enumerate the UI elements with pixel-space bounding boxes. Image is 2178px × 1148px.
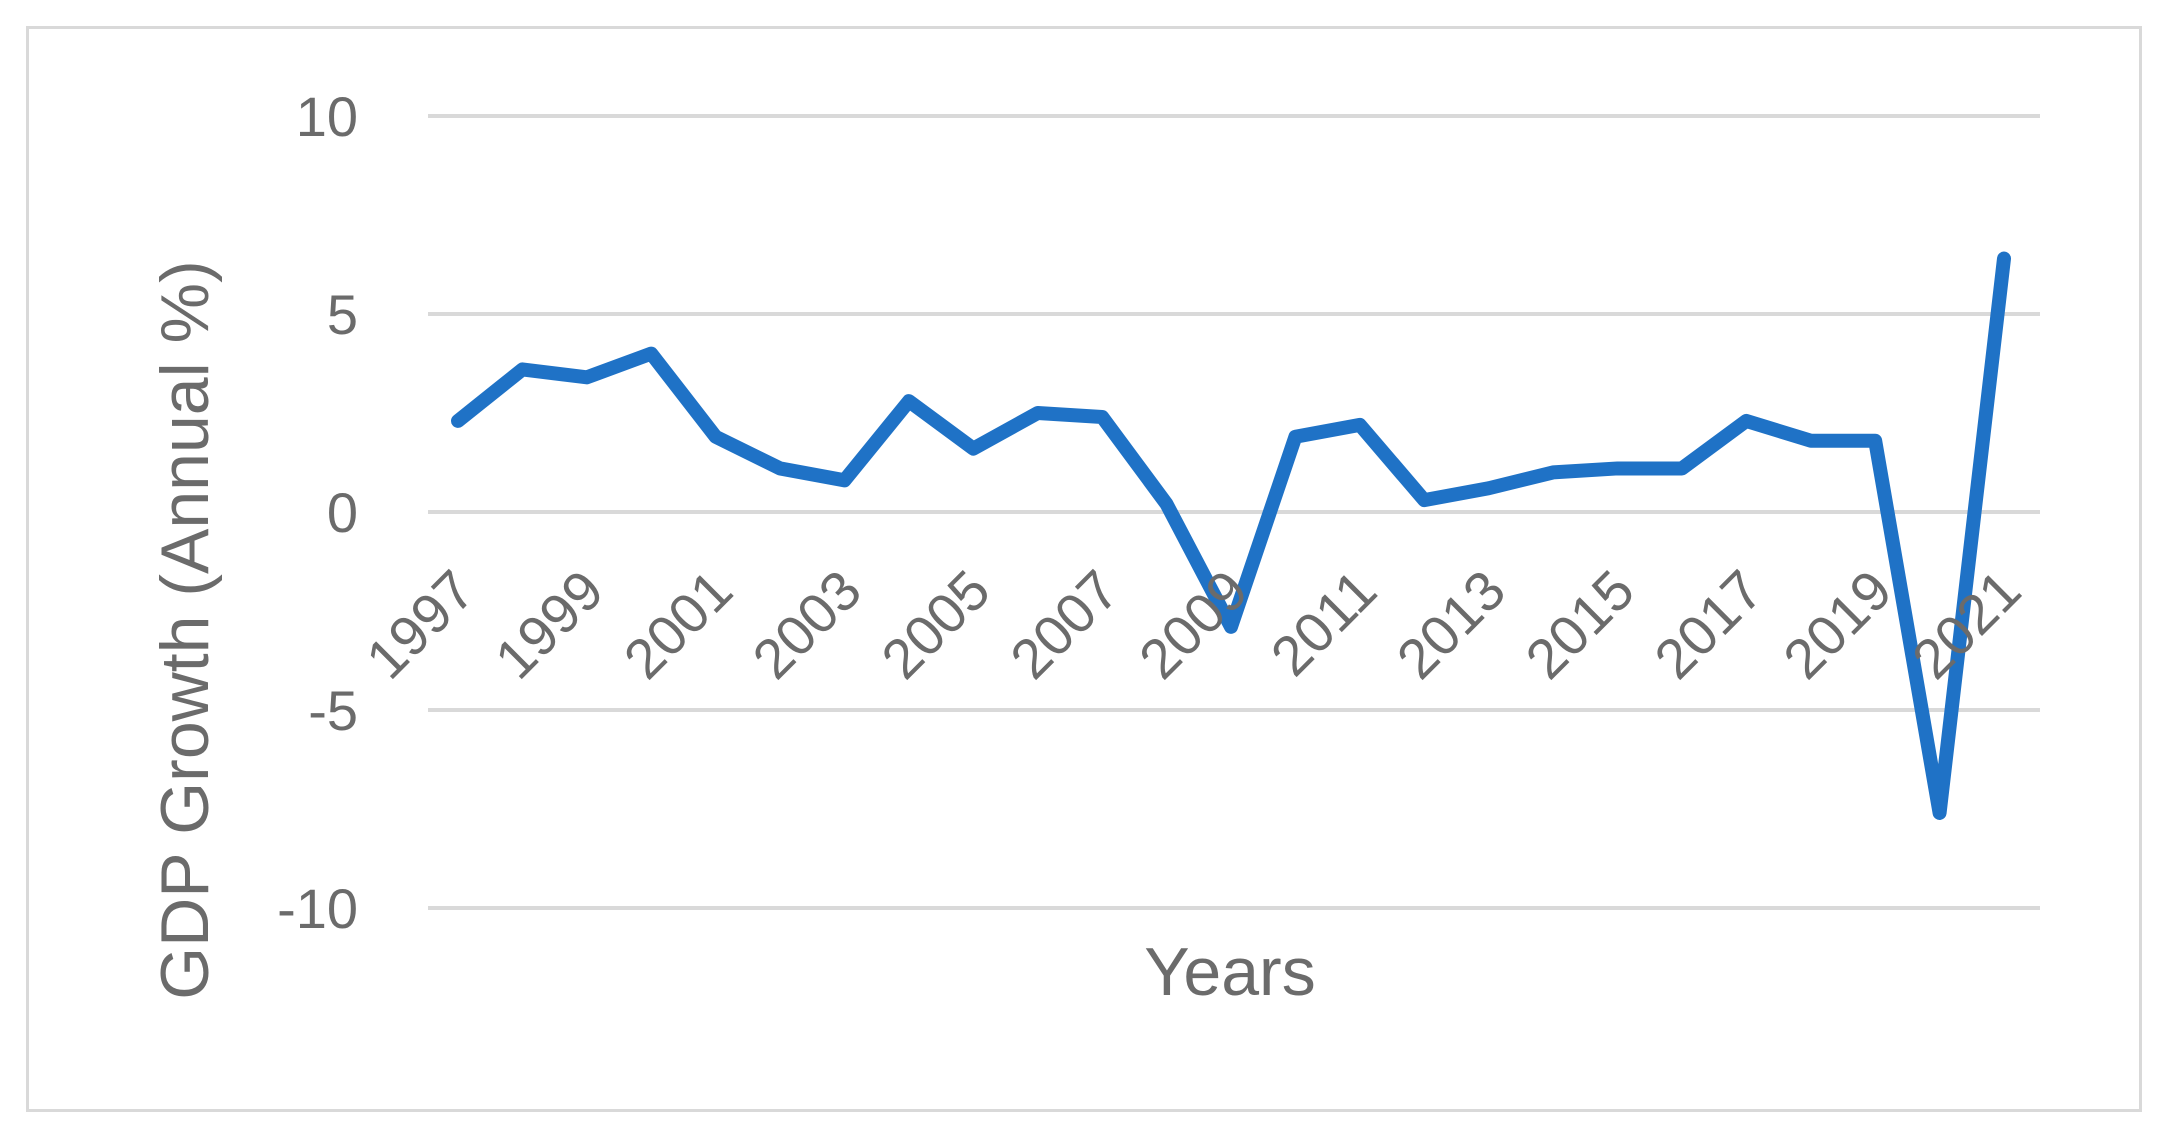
chart-frame	[26, 26, 2142, 1112]
y-tick-label: 10	[296, 85, 358, 148]
y-tick-label: -5	[308, 679, 358, 742]
x-tick-label: 2015	[1513, 558, 1646, 691]
x-tick-label: 2001	[612, 558, 745, 691]
y-axis-title: GDP Growth (Annual %)	[147, 260, 223, 999]
x-tick-label: 1999	[483, 558, 616, 691]
x-tick-label: 2013	[1385, 558, 1518, 691]
y-tick-label: 0	[327, 481, 358, 544]
series-layer	[451, 251, 2011, 820]
x-tick-label: 2019	[1771, 558, 1904, 691]
series-line	[451, 251, 2011, 820]
x-tick-label: 2009	[1127, 558, 1260, 691]
gridlines	[428, 114, 2040, 910]
x-tick-label: 1997	[354, 558, 487, 691]
x-tick-label: 2007	[998, 558, 1131, 691]
x-tick-label: 2011	[1259, 558, 1389, 688]
x-tick-label: 2003	[740, 558, 873, 691]
x-axis-title: Years	[1144, 934, 1315, 1010]
y-axis-ticks: -10 -5 0 5 10	[277, 85, 358, 940]
x-tick-label: 2017	[1642, 558, 1775, 691]
y-tick-label: 5	[327, 283, 358, 346]
x-tick-label: 2005	[869, 558, 1002, 691]
y-tick-label: -10	[277, 877, 358, 940]
